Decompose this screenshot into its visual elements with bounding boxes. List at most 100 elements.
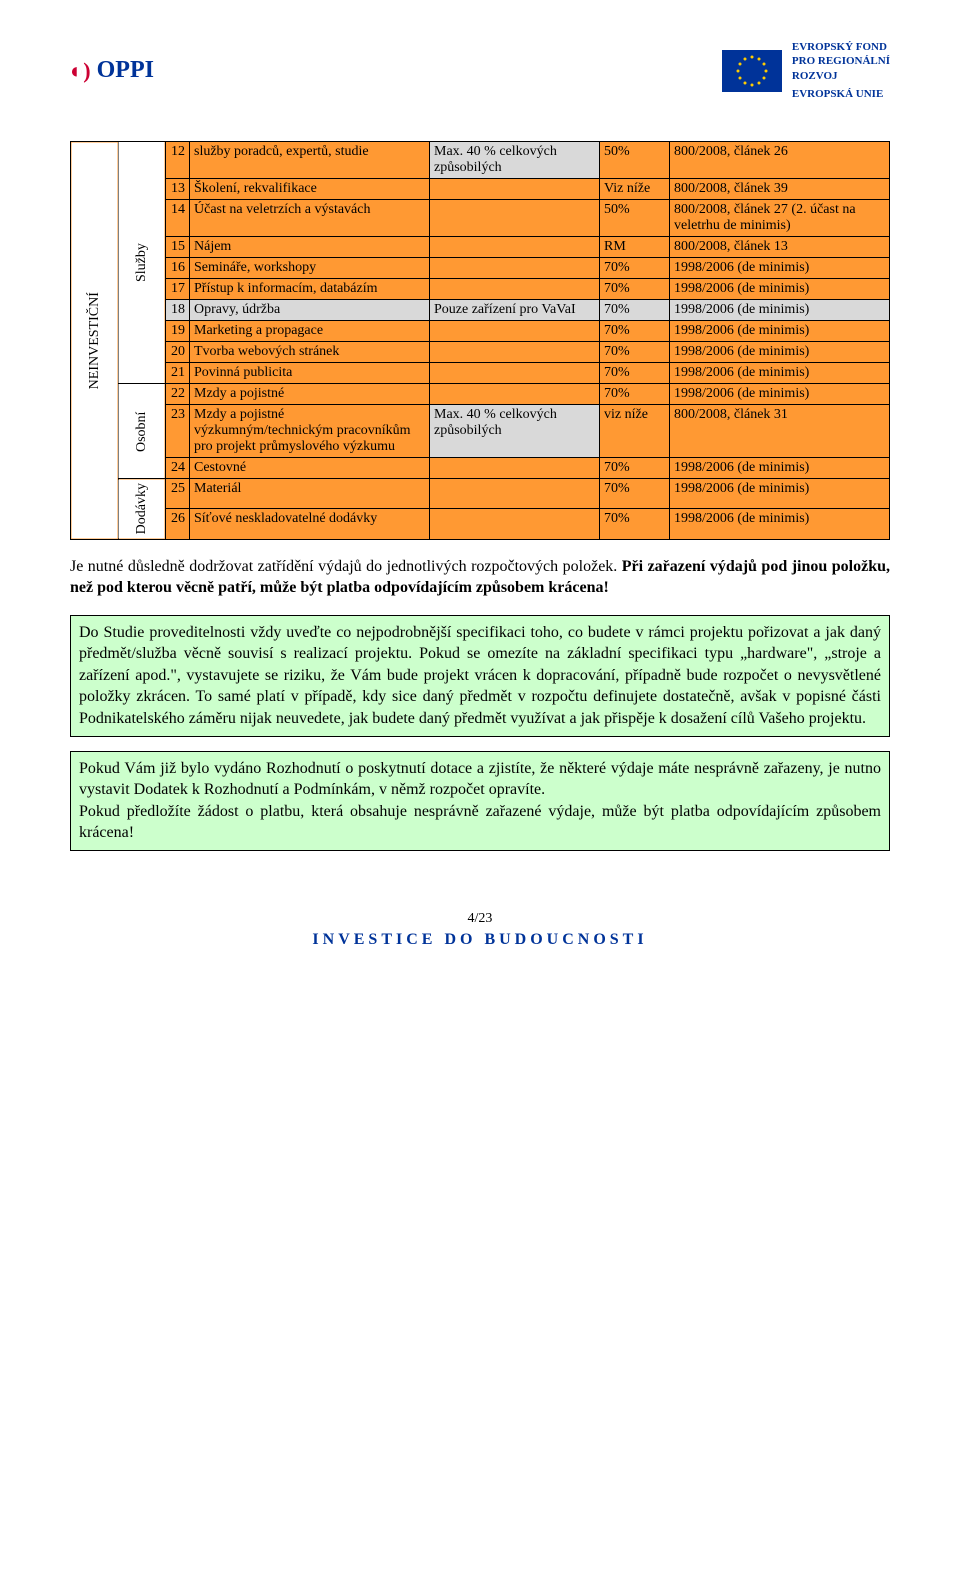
- row-law: 1998/2006 (de minimis): [670, 384, 890, 405]
- eu-fund-text: EVROPSKÝ FOND PRO REGIONÁLNÍ ROZVOJ EVRO…: [792, 40, 890, 101]
- row-description: Školení, rekvalifikace: [190, 179, 430, 200]
- row-number: 14: [166, 200, 190, 237]
- row-law: 800/2008, článek 13: [670, 237, 890, 258]
- vertical-label-sluzby: Služby: [118, 142, 166, 384]
- row-percent: 70%: [600, 321, 670, 342]
- row-law: 1998/2006 (de minimis): [670, 363, 890, 384]
- row-note: [430, 384, 600, 405]
- vertical-label-osobni: Osobní: [118, 384, 166, 479]
- table-row: 26Síťové neskladovatelné dodávky 70%1998/…: [71, 509, 890, 539]
- row-note: Pouze zařízení pro VaVaI: [430, 300, 600, 321]
- table-row: 21Povinná publicita70%1998/2006 (de mini…: [71, 363, 890, 384]
- row-number: 26: [166, 509, 190, 539]
- row-law: 1998/2006 (de minimis): [670, 509, 890, 539]
- row-description: Účast na veletrzích a výstavách: [190, 200, 430, 237]
- row-number: 24: [166, 458, 190, 479]
- row-number: 23: [166, 405, 190, 458]
- box2-p2: Pokud předložíte žádost o platbu, která …: [79, 801, 881, 844]
- row-number: 13: [166, 179, 190, 200]
- oppi-logo-text: OPPI: [97, 57, 154, 84]
- para1-normal: Je nutné důsledně dodržovat zatřídění vý…: [70, 558, 622, 575]
- row-law: 800/2008, článek 31: [670, 405, 890, 458]
- header: ◐) OPPI: [70, 40, 890, 101]
- row-description: Tvorba webových stránek: [190, 342, 430, 363]
- row-number: 19: [166, 321, 190, 342]
- row-law: 1998/2006 (de minimis): [670, 479, 890, 509]
- eu-text-line4: EVROPSKÁ UNIE: [792, 87, 890, 101]
- row-note: [430, 479, 600, 509]
- table-row: 20Tvorba webových stránek70%1998/2006 (d…: [71, 342, 890, 363]
- row-percent: 50%: [600, 142, 670, 179]
- table-row: 24Cestovné 70%1998/2006 (de minimis): [71, 458, 890, 479]
- row-description: Mzdy a pojistné: [190, 384, 430, 405]
- row-percent: Viz níže: [600, 179, 670, 200]
- row-note: [430, 258, 600, 279]
- row-description: Opravy, údržba: [190, 300, 430, 321]
- oppi-logo-icon: ◐): [70, 58, 91, 84]
- table-row: NEINVESTIČNÍSlužby12služby poradců, expe…: [71, 142, 890, 179]
- row-note: [430, 179, 600, 200]
- info-box-2: Pokud Vám již bylo vydáno Rozhodnutí o p…: [70, 751, 890, 851]
- footer: 4/23 INVESTICE DO BUDOUCNOSTI: [70, 911, 890, 949]
- table-row: 19Marketing a propagace 70%1998/2006 (de …: [71, 321, 890, 342]
- row-note: [430, 458, 600, 479]
- row-percent: 70%: [600, 458, 670, 479]
- table-row: 23Mzdy a pojistné výzkumným/technickým p…: [71, 405, 890, 458]
- row-law: 800/2008, článek 39: [670, 179, 890, 200]
- row-percent: 70%: [600, 363, 670, 384]
- row-number: 20: [166, 342, 190, 363]
- table-row: 16Semináře, workshopy 70%1998/2006 (de mi…: [71, 258, 890, 279]
- row-number: 15: [166, 237, 190, 258]
- page: ◐) OPPI: [0, 0, 960, 989]
- vertical-label-dodavky: Dodávky: [118, 479, 166, 539]
- box1-text: Do Studie proveditelnosti vždy uveďte co…: [79, 624, 881, 727]
- row-note: [430, 321, 600, 342]
- row-description: Mzdy a pojistné výzkumným/technickým pra…: [190, 405, 430, 458]
- page-number: 4/23: [70, 911, 890, 927]
- row-percent: 70%: [600, 479, 670, 509]
- row-law: 1998/2006 (de minimis): [670, 279, 890, 300]
- row-description: Síťové neskladovatelné dodávky: [190, 509, 430, 539]
- row-number: 17: [166, 279, 190, 300]
- footer-slogan: INVESTICE DO BUDOUCNOSTI: [70, 931, 890, 949]
- row-description: Marketing a propagace: [190, 321, 430, 342]
- eu-text-line2: PRO REGIONÁLNÍ: [792, 54, 890, 68]
- eu-text-line1: EVROPSKÝ FOND: [792, 40, 890, 54]
- vertical-label-neinvesticni: NEINVESTIČNÍ: [71, 142, 119, 539]
- box2-p1: Pokud Vám již bylo vydáno Rozhodnutí o p…: [79, 758, 881, 801]
- row-percent: 50%: [600, 200, 670, 237]
- row-law: 1998/2006 (de minimis): [670, 458, 890, 479]
- row-percent: 70%: [600, 384, 670, 405]
- row-note: [430, 200, 600, 237]
- row-percent: 70%: [600, 509, 670, 539]
- row-note: [430, 279, 600, 300]
- row-description: Cestovné: [190, 458, 430, 479]
- row-number: 18: [166, 300, 190, 321]
- row-percent: 70%: [600, 258, 670, 279]
- row-note: [430, 509, 600, 539]
- table-row: Dodávky25Materiál70%1998/2006 (de minimi…: [71, 479, 890, 509]
- row-percent: 70%: [600, 300, 670, 321]
- row-number: 12: [166, 142, 190, 179]
- row-number: 16: [166, 258, 190, 279]
- paragraph-1: Je nutné důsledně dodržovat zatřídění vý…: [70, 556, 890, 599]
- row-law: 800/2008, článek 26: [670, 142, 890, 179]
- table-row: 13Školení, rekvalifikace Viz níže800/2008…: [71, 179, 890, 200]
- table-row: 17Přístup k informacím, databázím 70%1998…: [71, 279, 890, 300]
- row-law: 1998/2006 (de minimis): [670, 321, 890, 342]
- row-note: [430, 363, 600, 384]
- row-percent: 70%: [600, 279, 670, 300]
- eu-flag-icon: [722, 50, 782, 92]
- row-description: Semináře, workshopy: [190, 258, 430, 279]
- info-box-1: Do Studie proveditelnosti vždy uveďte co…: [70, 615, 890, 737]
- row-percent: RM: [600, 237, 670, 258]
- row-percent: viz níže: [600, 405, 670, 458]
- row-number: 25: [166, 479, 190, 509]
- row-description: služby poradců, expertů, studie: [190, 142, 430, 179]
- table-row: Osobní22Mzdy a pojistné70%1998/2006 (de …: [71, 384, 890, 405]
- row-description: Přístup k informacím, databázím: [190, 279, 430, 300]
- row-number: 22: [166, 384, 190, 405]
- row-law: 1998/2006 (de minimis): [670, 258, 890, 279]
- row-law: 1998/2006 (de minimis): [670, 300, 890, 321]
- table-row: 15NájemRM800/2008, článek 13: [71, 237, 890, 258]
